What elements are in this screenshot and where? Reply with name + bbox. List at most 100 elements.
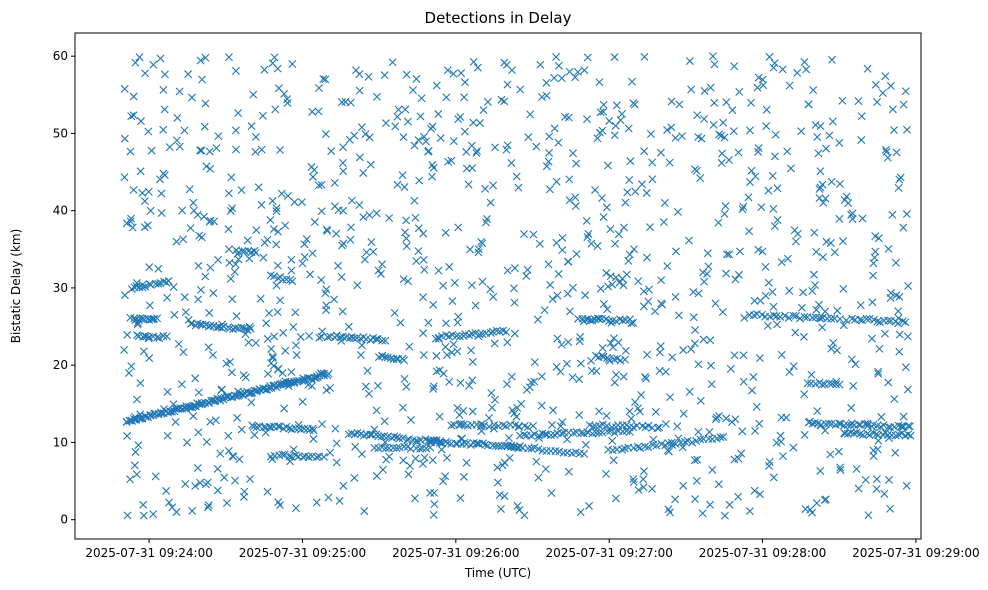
- scatter-point: [665, 508, 674, 517]
- scatter-point: [657, 299, 666, 308]
- scatter-point: [514, 183, 523, 192]
- scatter-point: [648, 158, 657, 167]
- scatter-point: [305, 331, 314, 340]
- scatter-point: [894, 183, 903, 192]
- scatter-point: [562, 359, 571, 368]
- scatter-point: [612, 370, 621, 379]
- track-point: [784, 313, 793, 322]
- scatter-point: [779, 452, 787, 461]
- scatter-point: [864, 511, 873, 520]
- scatter-point: [617, 110, 626, 119]
- scatter-point: [625, 250, 634, 259]
- scatter-point: [720, 511, 729, 520]
- scatter-point: [378, 260, 387, 269]
- track-point: [598, 428, 607, 437]
- scatter-point: [471, 301, 480, 310]
- track-point: [159, 331, 168, 340]
- scatter-point: [439, 281, 448, 290]
- scatter-point: [225, 245, 233, 254]
- scatter-point: [237, 425, 246, 434]
- scatter-point: [163, 387, 172, 396]
- scatter-point: [355, 201, 364, 209]
- track-point: [141, 282, 150, 291]
- scatter-point: [131, 448, 140, 457]
- scatter-point: [619, 281, 628, 290]
- scatter-point: [610, 131, 619, 140]
- scatter-point: [283, 95, 292, 104]
- scatter-point: [554, 138, 563, 147]
- track-point: [378, 336, 387, 345]
- scatter-point: [818, 253, 827, 262]
- scatter-point: [599, 100, 608, 109]
- scatter-point: [608, 280, 617, 289]
- scatter-point: [842, 316, 851, 325]
- scatter-point: [445, 377, 454, 386]
- scatter-point: [288, 59, 297, 68]
- x-tick-label: 2025-07-31 09:27:00: [545, 546, 672, 560]
- scatter-point: [700, 277, 709, 286]
- scatter-point: [287, 255, 296, 264]
- scatter-point: [308, 172, 317, 181]
- scatter-point: [503, 338, 512, 347]
- scatter-point: [429, 300, 438, 309]
- scatter-point: [544, 157, 553, 166]
- chart-title: Detections in Delay: [425, 9, 572, 27]
- scatter-point: [170, 310, 179, 319]
- scatter-point: [735, 87, 744, 96]
- scatter-point: [520, 230, 529, 239]
- scatter-point: [786, 164, 795, 173]
- scatter-point: [269, 225, 278, 234]
- scatter-point: [572, 250, 581, 258]
- scatter-point: [184, 70, 193, 79]
- scatter-point: [449, 137, 458, 146]
- scatter-point: [763, 321, 772, 330]
- scatter-point: [503, 266, 512, 275]
- scatter-point: [902, 481, 911, 490]
- track-point: [580, 449, 589, 458]
- scatter-point: [867, 334, 876, 343]
- track-point: [164, 276, 173, 285]
- scatter-point: [135, 53, 144, 62]
- scatter-point: [178, 206, 187, 215]
- scatter-point: [875, 344, 884, 353]
- scatter-point: [546, 280, 555, 289]
- x-axis: 2025-07-31 09:24:00 2025-07-31 09:25:00 20…: [85, 539, 980, 560]
- scatter-point: [123, 330, 132, 339]
- scatter-point: [835, 214, 844, 223]
- track-point: [610, 355, 619, 364]
- scatter-point: [298, 397, 307, 406]
- scatter-point: [326, 383, 335, 392]
- scatter-point: [894, 307, 903, 316]
- scatter-point: [297, 198, 306, 207]
- scatter-point: [708, 52, 717, 61]
- scatter-point: [486, 285, 495, 294]
- scatter-point: [762, 105, 771, 114]
- track-point: [472, 439, 481, 448]
- scatter-point: [609, 456, 618, 465]
- scatter-point: [477, 237, 486, 246]
- scatter-point: [525, 383, 534, 392]
- scatter-point: [376, 269, 385, 278]
- scatter-point: [317, 275, 326, 284]
- scatter-point: [634, 486, 643, 495]
- track-point: [471, 328, 480, 337]
- scatter-point: [895, 347, 904, 356]
- scatter-point: [139, 347, 148, 356]
- scatter-point: [322, 306, 331, 315]
- track-point: [278, 450, 287, 459]
- scatter-point: [858, 214, 867, 223]
- scatter-point: [160, 171, 169, 180]
- scatter-point: [734, 270, 743, 279]
- track-point: [237, 323, 246, 332]
- scatter-point: [201, 480, 210, 489]
- track-point: [803, 379, 812, 388]
- scatter-point: [533, 315, 542, 324]
- scatter-point: [126, 475, 135, 484]
- track-point: [894, 319, 903, 328]
- scatter-point: [835, 138, 844, 147]
- track-point: [843, 421, 852, 430]
- scatter-point: [534, 473, 543, 482]
- scatter-point: [271, 105, 280, 114]
- scatter-point: [595, 78, 604, 87]
- scatter-point: [690, 339, 699, 348]
